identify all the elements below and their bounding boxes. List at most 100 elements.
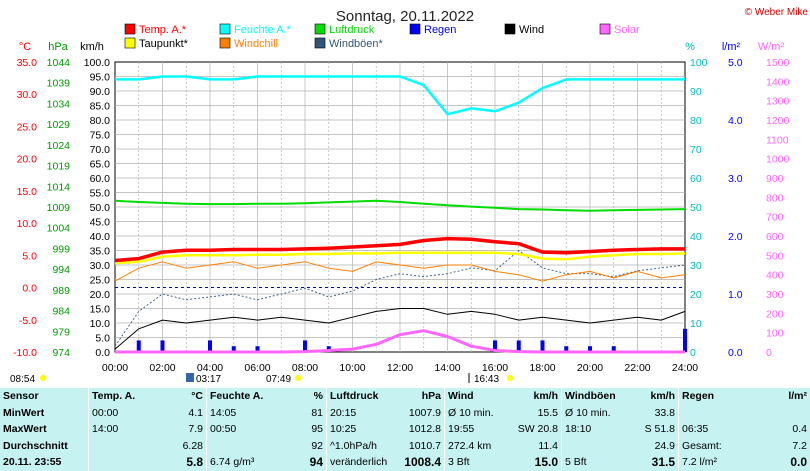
stats-cell-pressure: 10:25 1012.8 (326, 421, 444, 438)
rain-bar (208, 340, 212, 352)
stats-cell-rain: 06:35 0.4 (678, 421, 810, 438)
stats-header-gust: Windböen km/h (561, 388, 678, 405)
sunrise2-label: 07:49 (266, 374, 291, 385)
rain-bar (160, 340, 165, 352)
sunrise-marker (295, 375, 301, 381)
temp-tick-label: 25.0 (17, 121, 38, 133)
legend-label-temp: Temp. A.* (139, 24, 187, 36)
stats-row-label: MaxWert (3, 423, 47, 436)
legend-label-humidity: Feuchte A.* (234, 24, 292, 36)
solar-tick-label: 1300 (766, 96, 790, 108)
sun-marker (40, 375, 46, 381)
solar-tick-label: 400 (766, 270, 784, 282)
pressure-unit-label: hPa (48, 41, 68, 53)
series-dewpoint (114, 251, 686, 265)
wind-tick-label: 55.0 (90, 188, 111, 200)
legend-swatch-dewpoint (124, 37, 136, 49)
pressure-tick-label: 1004 (47, 223, 71, 235)
solar-tick-label: 700 (766, 212, 784, 224)
axis-units: °C hPa km/h% l/m² W/m² (19, 41, 785, 53)
series-solar (115, 329, 685, 354)
time-tick-label: 20:00 (577, 362, 603, 374)
legend-swatch-humidity (219, 23, 231, 35)
series-windchill (114, 261, 686, 282)
series-wind (114, 308, 686, 350)
stats-cell-temp: 14:00 7.9 (88, 421, 206, 438)
wind-unit-label: km/h (80, 41, 104, 53)
solar-tick-label: 0 (766, 347, 772, 359)
solar-tick-label: 100 (766, 328, 784, 340)
chart-title: Sonntag, 20.11.2022 (336, 8, 474, 25)
series-humidity (115, 75, 685, 116)
stats-header-humidity: Feuchte A.% (206, 388, 326, 405)
time-tick-label: 16:00 (482, 362, 508, 374)
humidity-tick-label: 100 (690, 57, 708, 69)
stats-cell-pressure: veränderlich 1008.4 (326, 454, 444, 471)
stats-row-label: Durchschnitt (3, 439, 68, 452)
stats-cell-wind: 19:55 SW 20.8 (444, 421, 561, 438)
solar-tick-label: 500 (766, 250, 784, 262)
legend-swatch-gusts (314, 37, 326, 49)
stats-cell-temp: 6.28 (88, 437, 206, 455)
wind-tick-label: 20.0 (90, 289, 111, 301)
wind-tick-label: 70.0 (90, 144, 111, 156)
humidity-tick-label: 80 (690, 115, 702, 127)
humidity-tick-label: 30 (690, 260, 702, 272)
wind-tick-label: 15.0 (90, 304, 111, 316)
legend-swatch-temp (124, 23, 136, 35)
rain-bar (136, 340, 141, 352)
solar-tick-label: 300 (766, 289, 784, 301)
temp-tick-label: 30.0 (17, 89, 38, 101)
time-tick-label: 06:00 (244, 362, 270, 374)
rain-bar (231, 346, 236, 352)
solar-tick-label: 800 (766, 192, 784, 204)
stats-row-label: MinWert (3, 406, 45, 419)
pressure-tick-label: 1019 (47, 161, 71, 173)
sunrise-label: 08:54 (10, 374, 35, 385)
stats-cell-humidity: 92 (206, 437, 326, 455)
temp-tick-label: 15.0 (17, 186, 38, 198)
wind-tick-label: 25.0 (90, 275, 111, 287)
legend-swatch-pressure (314, 23, 326, 35)
pressure-tick-label: 984 (52, 306, 70, 318)
legend-label-gusts: Windböen* (329, 38, 384, 50)
moonset-label: 03:17 (196, 374, 221, 385)
wind-tick-label: 85.0 (90, 101, 111, 113)
rain-bar (564, 346, 569, 352)
legend-swatch-rain (409, 23, 421, 35)
stats-cell-temp: 5.8 (88, 454, 206, 471)
time-tick-label: 12:00 (387, 362, 413, 374)
stats-cell-wind: 3 Bft 15.0 (444, 454, 561, 471)
solar-tick-label: 1000 (766, 154, 790, 166)
solar-tick-label: 200 (766, 308, 784, 320)
wind-tick-label: 60.0 (90, 173, 111, 185)
legend: Temp. A.* Feuchte A.* Luftdruck Regen Wind So… (124, 23, 640, 50)
pressure-tick-label: 999 (52, 243, 70, 255)
copyright-label: © Weber Mike (745, 7, 809, 18)
temp-tick-label: 0.0 (22, 283, 37, 295)
stats-cell-rain: Gesamt: 7.2 (678, 437, 810, 455)
humidity-tick-label: 70 (690, 144, 702, 156)
temp-unit-label: °C (19, 41, 31, 53)
wind-tick-label: 95.0 (90, 72, 111, 84)
temp-tick-label: -5.0 (19, 315, 37, 327)
time-events: 08:54 03:17 07:49 16:43 (10, 373, 513, 385)
humidity-tick-label: 0 (690, 347, 696, 359)
time-tick-label: 04:00 (197, 362, 223, 374)
solar-tick-label: 1500 (766, 57, 790, 69)
stats-cell-humidity: 6.74 g/m³ 94 (206, 454, 326, 471)
rain-bar (540, 340, 545, 352)
wind-tick-label: 90.0 (90, 86, 111, 98)
temp-tick-label: -10.0 (13, 347, 37, 359)
wind-tick-label: 75.0 (90, 130, 111, 142)
humidity-tick-label: 90 (690, 86, 702, 98)
humidity-unit-label: % (685, 41, 695, 53)
solar-tick-label: 1400 (766, 76, 790, 88)
legend-swatch-solar (599, 23, 611, 35)
rain-tick-label: 5.0 (728, 57, 743, 69)
time-tick-label: 24:00 (672, 362, 698, 374)
stats-header-temp: Temp. A. °C (88, 388, 206, 405)
rain-bar (516, 340, 521, 352)
solar-tick-label: 1100 (766, 134, 789, 146)
wind-tick-label: 40.0 (90, 231, 111, 243)
